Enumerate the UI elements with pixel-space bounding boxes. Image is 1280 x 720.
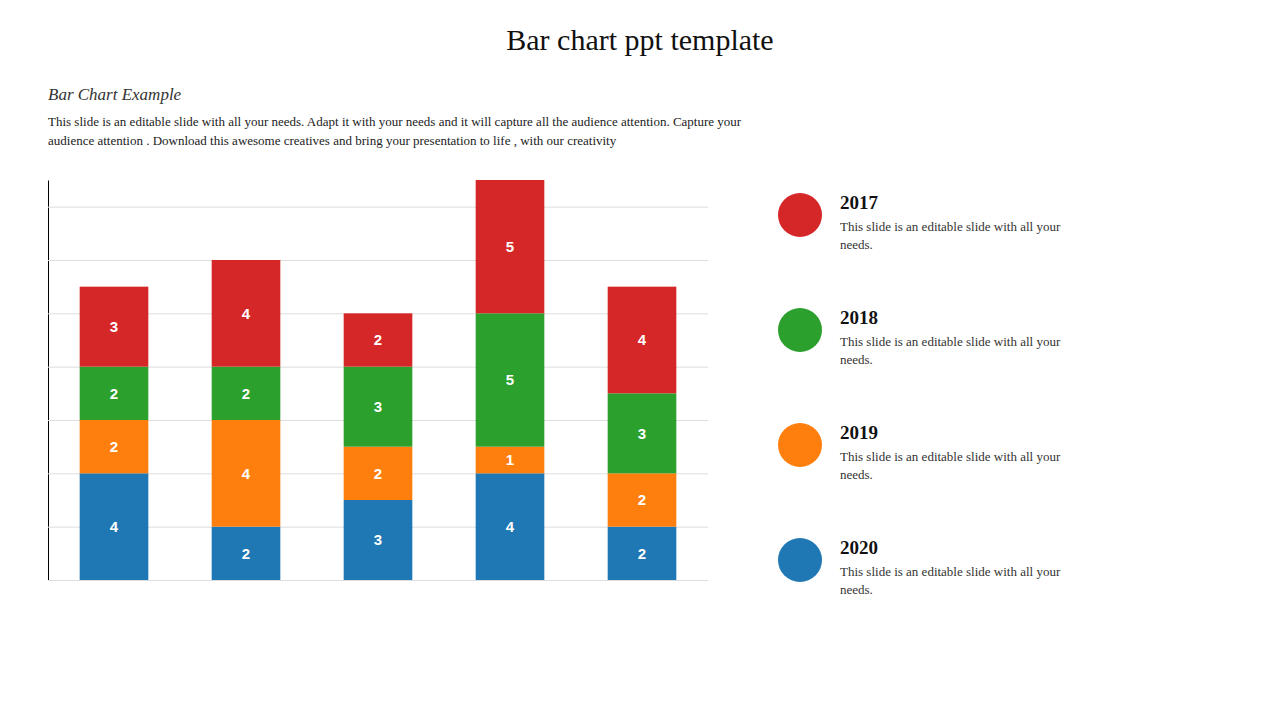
- tick: [48, 580, 708, 581]
- legend-note-line: This slide is an editable slide with all…: [840, 219, 1061, 234]
- data-label: 4: [506, 518, 515, 535]
- bar: [476, 180, 545, 313]
- data-label: 3: [374, 531, 382, 548]
- legend-item: 2020 This slide is an editable slide with…: [778, 537, 1061, 597]
- bar: [344, 313, 413, 366]
- bar: [212, 527, 281, 580]
- bar: [608, 473, 677, 526]
- grid-line: [48, 580, 708, 581]
- data-label: 4: [242, 465, 251, 482]
- chart: Bar chart ppt template Bar Chart Example T…: [0, 0, 1280, 720]
- legend-label: 2019: [840, 422, 878, 443]
- data-label: 2: [242, 385, 250, 402]
- legend-label: 2020: [840, 537, 878, 558]
- grid-line: [48, 260, 708, 261]
- data-label: 2: [638, 545, 646, 562]
- legend-note: This slide is an editable slide with all…: [840, 564, 1061, 597]
- legend-note: This slide is an editable slide with all…: [840, 334, 1061, 367]
- bar: [476, 447, 545, 474]
- bar: [212, 260, 281, 367]
- legend-note-line: needs.: [840, 467, 873, 482]
- data-label: 5: [506, 371, 514, 388]
- legend-note-line: This slide is an editable slide with all…: [840, 449, 1061, 464]
- data-label: 4: [638, 331, 647, 348]
- legend-item: 2019 This slide is an editable slide with…: [778, 422, 1061, 482]
- legend-swatch: [778, 538, 822, 582]
- data-label: 2: [374, 465, 382, 482]
- bar: [476, 313, 545, 446]
- legend-swatch: [778, 308, 822, 352]
- bar: [80, 287, 149, 367]
- legend-note-line: needs.: [840, 582, 873, 597]
- bar: [212, 420, 281, 527]
- bar: [608, 527, 677, 580]
- bar: [608, 287, 677, 394]
- data-label: 4: [110, 518, 119, 535]
- data-label: 3: [374, 398, 382, 415]
- description: audience attention . Download this aweso…: [48, 133, 617, 148]
- subtitle: Bar Chart Example: [48, 85, 182, 104]
- legend-swatch: [778, 193, 822, 237]
- tick: [48, 260, 708, 261]
- bar: [344, 500, 413, 580]
- legend-item: 2017 This slide is an editable slide with…: [778, 192, 1061, 252]
- description: This slide is an editable slide with all…: [48, 114, 742, 129]
- legend-swatch: [778, 423, 822, 467]
- data-label: 1: [506, 451, 514, 468]
- data-label: 2: [374, 331, 382, 348]
- data-label: 2: [110, 438, 118, 455]
- legend-note-line: needs.: [840, 237, 873, 252]
- bar: [344, 367, 413, 447]
- legend-item: 2018 This slide is an editable slide with…: [778, 307, 1061, 367]
- data-label: 3: [110, 318, 118, 335]
- data-label: 2: [638, 491, 646, 508]
- legend-note-line: This slide is an editable slide with all…: [840, 334, 1061, 349]
- data-label: 2: [110, 385, 118, 402]
- data-label: 3: [638, 425, 646, 442]
- tick: [48, 207, 708, 208]
- bar: [608, 393, 677, 473]
- grid-line: [48, 207, 708, 208]
- bar: [344, 447, 413, 500]
- legend-label: 2017: [840, 192, 879, 213]
- bars: [80, 180, 677, 580]
- data-label: 4: [242, 305, 251, 322]
- bar: [476, 473, 545, 580]
- bar: [80, 473, 149, 580]
- legend-label: 2018: [840, 307, 878, 328]
- legend-note: This slide is an editable slide with all…: [840, 449, 1061, 482]
- axis-line: [48, 181, 49, 581]
- bar: [212, 367, 281, 420]
- data-labels: 4 2 3 4 2 2 4 2 1 2 2 2 3 5 3 3 4 2 5 4: [110, 238, 647, 562]
- data-label: 2: [242, 545, 250, 562]
- bar: [80, 420, 149, 473]
- y-axis: [48, 181, 708, 581]
- data-label: 5: [506, 238, 514, 255]
- legend-note-line: needs.: [840, 352, 873, 367]
- legend-note-line: This slide is an editable slide with all…: [840, 564, 1061, 579]
- title: Bar chart ppt template: [506, 23, 773, 56]
- legend-note: This slide is an editable slide with all…: [840, 219, 1061, 252]
- bar: [80, 367, 149, 420]
- legend: 2017 This slide is an editable slide with…: [778, 192, 1061, 597]
